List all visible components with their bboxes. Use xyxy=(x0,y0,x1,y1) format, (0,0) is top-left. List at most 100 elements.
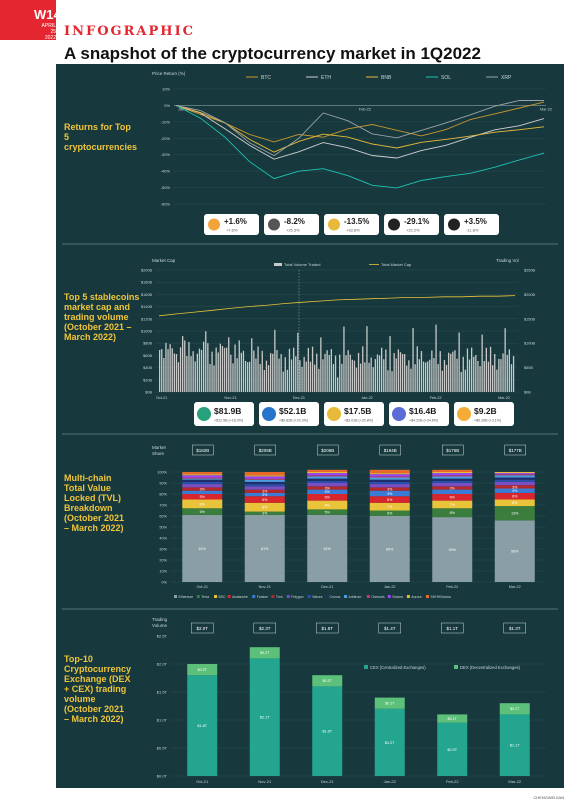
total-box xyxy=(254,444,276,456)
tvl-segment-cronos xyxy=(307,478,348,481)
legend-label: Terra xyxy=(201,595,209,599)
tvl-segment-aurora xyxy=(182,474,223,476)
volume-bar xyxy=(265,360,268,392)
section-label-tvl: Multi-chain xyxy=(64,473,112,483)
volume-bar xyxy=(213,365,215,392)
volume-bar xyxy=(445,364,448,392)
tvl-segment-arbitrum xyxy=(307,476,348,479)
summary-sub: +33.8% xyxy=(346,228,360,233)
volume-bar xyxy=(284,357,286,392)
y-tick-label: $20B xyxy=(143,378,152,382)
y2-tick-label: $100B xyxy=(524,342,535,346)
volume-bar xyxy=(427,361,429,392)
segment-label: 6% xyxy=(325,496,331,500)
cex-label: $1.1T xyxy=(510,744,520,748)
legend-swatch xyxy=(387,595,391,598)
volume-bar xyxy=(177,362,180,392)
segment-label: 5% xyxy=(387,512,393,516)
y2-tick-label: $50B xyxy=(524,366,533,370)
y-tick-label: $160B xyxy=(141,293,152,297)
volume-bar xyxy=(314,364,316,392)
section-label-stablecoins: market cap and xyxy=(64,302,130,312)
segment-label: 3% xyxy=(262,490,268,494)
volume-bar xyxy=(309,361,312,392)
volume-bar xyxy=(226,347,228,392)
volume-bar xyxy=(477,361,479,392)
y-axis-title: Market Cap xyxy=(152,258,176,263)
volume-bar xyxy=(441,370,443,392)
legend-label: ETH xyxy=(321,75,331,81)
tvl-segment-solana xyxy=(244,476,285,479)
total-label: $1.3T xyxy=(509,626,521,631)
y-tick-label: $200B xyxy=(141,269,152,273)
total-box xyxy=(504,444,526,456)
volume-bar xyxy=(381,347,383,392)
total-label: $1.1T xyxy=(446,626,458,631)
x-tick-label: Oct-21 xyxy=(196,779,209,784)
tvl-segment-ethereum xyxy=(244,514,285,582)
volume-bar xyxy=(397,349,399,392)
total-label: $182B xyxy=(196,448,209,453)
legend-swatch xyxy=(426,595,429,598)
legend-label: BSC xyxy=(219,595,227,599)
segment-label: 8% xyxy=(200,502,206,506)
volume-bar xyxy=(244,360,247,392)
summary-value: $52.1B xyxy=(279,406,306,416)
volume-bar xyxy=(240,352,242,392)
volume-bar xyxy=(249,361,251,392)
section-label-stablecoins: March 2022) xyxy=(64,332,116,342)
total-label: $208B xyxy=(259,448,272,453)
volume-bar xyxy=(433,358,435,392)
volume-bar xyxy=(443,360,446,392)
summary-value: +1.6% xyxy=(224,217,247,226)
dex-bar xyxy=(312,675,343,687)
volume-bar xyxy=(489,346,492,392)
x-tick-label: Oct-21 xyxy=(156,396,167,400)
section-label-exchange: – March 2022) xyxy=(64,714,124,724)
y-axis-title-line2: Volume xyxy=(152,623,168,628)
summary-box xyxy=(259,402,319,426)
segment-label: 3% xyxy=(387,487,393,491)
summary-sub: +25.3% xyxy=(286,228,300,233)
summary-sub: +$3.01B (+20.8%) xyxy=(344,419,373,423)
x-tick-label: Feb-22 xyxy=(446,779,459,784)
tvl-segment-polygon xyxy=(369,484,410,488)
volume-bar xyxy=(448,352,450,392)
y-tick-label: 0% xyxy=(162,581,168,585)
volume-bar xyxy=(253,350,255,392)
volume-bar xyxy=(370,357,372,392)
segment-label: 61% xyxy=(324,547,332,551)
section-label-returns: 5 xyxy=(64,132,69,142)
volume-bar xyxy=(207,343,209,392)
volume-bar xyxy=(510,364,513,392)
tvl-segment-shhhsolana xyxy=(182,472,223,475)
volume-bar xyxy=(401,353,404,392)
legend-label: Arbitrum xyxy=(349,595,362,599)
volume-bar xyxy=(387,370,389,392)
summary-box xyxy=(264,214,319,235)
y2-tick-label: $200B xyxy=(524,293,535,297)
volume-bar xyxy=(378,355,381,392)
volume-bar xyxy=(217,352,219,392)
y-tick-label: $120B xyxy=(141,317,152,321)
volume-bar xyxy=(234,344,236,392)
segment-label: 3% xyxy=(200,487,206,491)
volume-bar xyxy=(425,362,427,392)
tvl-segment-polygon xyxy=(244,486,285,490)
volume-bar xyxy=(418,359,420,392)
line-sol xyxy=(175,105,545,189)
kicker: INFOGRAPHIC xyxy=(64,24,195,39)
tvl-segment-ethereum xyxy=(307,514,348,582)
tvl-segment-osmosis xyxy=(432,475,473,477)
volume-bar xyxy=(320,337,322,392)
volume-bar xyxy=(236,358,238,392)
volume-bar xyxy=(414,364,416,392)
volume-bar xyxy=(332,364,335,392)
sol-icon xyxy=(388,218,400,231)
legend-swatch xyxy=(196,595,200,598)
summary-box xyxy=(204,214,259,235)
total-box xyxy=(503,622,526,634)
y-tick-label: $140B xyxy=(141,305,152,309)
segment-label: 5% xyxy=(325,511,331,515)
y-tick-label: $0B xyxy=(145,391,152,395)
